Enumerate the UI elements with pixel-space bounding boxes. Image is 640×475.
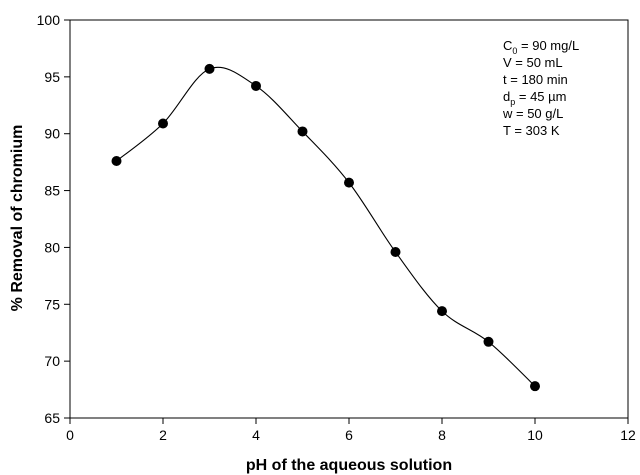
x-tick-label: 6 — [345, 427, 353, 443]
x-axis-title: pH of the aqueous solution — [246, 457, 452, 474]
data-point — [390, 246, 401, 257]
y-tick-label: 70 — [44, 353, 60, 369]
y-tick-label: 75 — [44, 296, 60, 312]
annotation-line: dp = 45 µm — [503, 89, 566, 107]
y-tick-label: 95 — [44, 69, 60, 85]
y-tick-label: 85 — [44, 183, 60, 199]
data-point — [530, 381, 540, 392]
data-points — [111, 63, 540, 392]
y-tick-label: 65 — [44, 410, 60, 426]
x-tick-label: 8 — [438, 427, 446, 443]
annotation-line: V = 50 mL — [503, 55, 563, 70]
x-tick-label: 12 — [620, 427, 636, 443]
series-curve-group — [116, 66, 536, 387]
x-tick-label: 0 — [66, 427, 74, 443]
annotation-line: w = 50 g/L — [502, 106, 563, 121]
ticks: 0 2 4 6 8 10 12 65 70 75 80 85 90 95 100 — [37, 12, 636, 443]
data-point — [297, 126, 308, 137]
annotation-line: T = 303 K — [503, 123, 560, 138]
annotation-line: t = 180 min — [503, 72, 568, 87]
data-point — [437, 306, 447, 317]
annotation-line: C0 = 90 mg/L — [503, 38, 579, 56]
data-point — [344, 177, 354, 188]
x-tick-label: 4 — [252, 427, 260, 443]
y-axis-title: % Removal of chromium — [9, 125, 26, 312]
annotation-box: C0 = 90 mg/LV = 50 mL t = 180 min dp = 45 … — [502, 38, 579, 138]
y-tick-label: 90 — [44, 126, 60, 142]
data-point — [158, 118, 168, 129]
y-tick-label: 100 — [37, 12, 61, 28]
data-point — [251, 80, 261, 91]
data-point — [483, 336, 494, 347]
x-tick-label: 2 — [159, 427, 167, 443]
data-point — [204, 63, 215, 74]
y-tick-label: 80 — [44, 239, 60, 255]
series-line — [116, 66, 536, 387]
data-point — [111, 156, 122, 167]
x-tick-label: 10 — [527, 427, 543, 443]
